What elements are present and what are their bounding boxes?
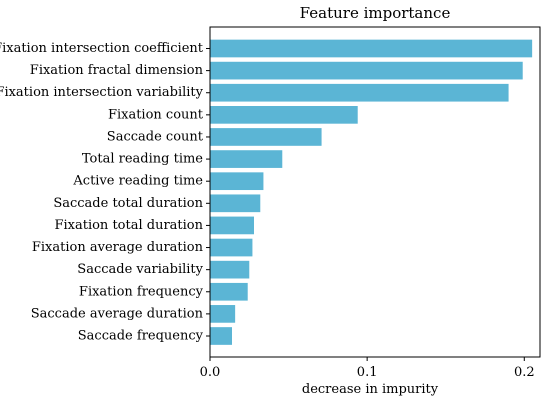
x-tick-label: 0.1 bbox=[357, 365, 378, 380]
x-tick-label: 0.2 bbox=[514, 365, 535, 380]
bar bbox=[210, 305, 236, 323]
category-label: Fixation frequency bbox=[79, 284, 204, 299]
category-label: Total reading time bbox=[82, 152, 203, 167]
category-label: Fixation average duration bbox=[32, 240, 204, 255]
category-label: Active reading time bbox=[72, 174, 203, 189]
bar bbox=[210, 128, 322, 146]
chart-title: Feature importance bbox=[300, 4, 451, 22]
category-label: Fixation total duration bbox=[54, 218, 203, 233]
x-axis-ticks: 0.0 0.1 0.2 bbox=[200, 357, 535, 380]
category-label: Saccade count bbox=[107, 129, 204, 144]
bar bbox=[210, 194, 261, 213]
bar bbox=[210, 83, 509, 102]
category-label: Fixation intersection coefficient bbox=[0, 41, 204, 56]
bar bbox=[210, 260, 250, 279]
category-label: Fixation intersection variability bbox=[0, 85, 204, 100]
category-labels: Fixation intersection coefficient Fixatio… bbox=[0, 41, 210, 344]
x-axis-title: decrease in impurity bbox=[302, 382, 439, 397]
bar bbox=[210, 282, 248, 301]
bar bbox=[210, 61, 523, 80]
bar bbox=[210, 216, 254, 235]
bar bbox=[210, 150, 283, 168]
category-label: Saccade total duration bbox=[53, 196, 203, 211]
bar bbox=[210, 327, 232, 345]
category-label: Fixation count bbox=[108, 107, 204, 122]
category-label: Saccade average duration bbox=[31, 306, 204, 321]
bar bbox=[210, 172, 264, 191]
category-label: Saccade variability bbox=[77, 262, 203, 277]
bars-layer bbox=[210, 39, 533, 345]
x-tick-label: 0.0 bbox=[200, 365, 221, 380]
bar bbox=[210, 106, 358, 124]
category-label: Fixation fractal dimension bbox=[30, 63, 204, 78]
bar bbox=[210, 238, 253, 257]
category-label: Saccade frequency bbox=[78, 329, 204, 344]
bar bbox=[210, 39, 533, 58]
plot-frame bbox=[209, 26, 541, 358]
